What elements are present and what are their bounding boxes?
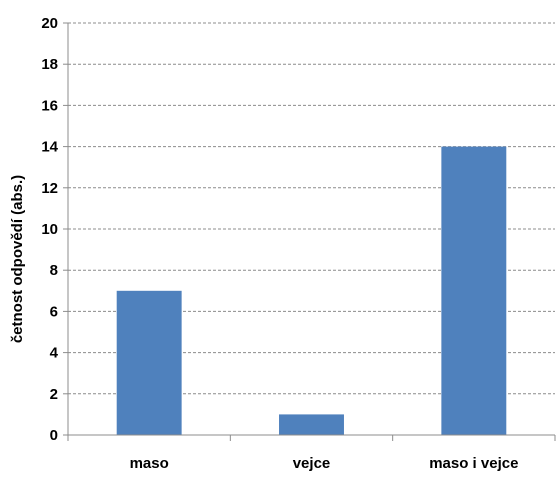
y-tick-label: 14 <box>41 139 58 156</box>
axes <box>67 23 556 441</box>
bar-vejce <box>279 414 344 435</box>
y-tick-label: 6 <box>50 303 58 320</box>
x-tick-label: vejce <box>293 455 331 472</box>
bar-maso <box>116 290 182 435</box>
x-tick-label: maso <box>130 455 169 472</box>
y-tick-label: 2 <box>50 386 58 403</box>
y-tick-label: 12 <box>41 180 58 197</box>
y-axis-title: četnost odpovědí (abs.) <box>9 175 26 343</box>
bars <box>116 146 507 435</box>
y-tick-label: 10 <box>41 221 58 238</box>
y-tick-label: 0 <box>50 427 58 444</box>
y-tick-label: 18 <box>41 56 58 73</box>
y-tick-label: 4 <box>50 345 59 362</box>
bar-maso-i-vejce <box>441 146 507 435</box>
x-tick-labels: maso vejce maso i vejce <box>130 455 519 472</box>
y-tick-labels: 0 2 4 6 8 10 12 14 16 18 20 <box>41 15 58 444</box>
x-tick-label: maso i vejce <box>429 455 518 472</box>
y-tick-label: 20 <box>41 15 58 32</box>
y-tick-label: 16 <box>41 97 58 114</box>
y-tick-label: 8 <box>50 262 58 279</box>
